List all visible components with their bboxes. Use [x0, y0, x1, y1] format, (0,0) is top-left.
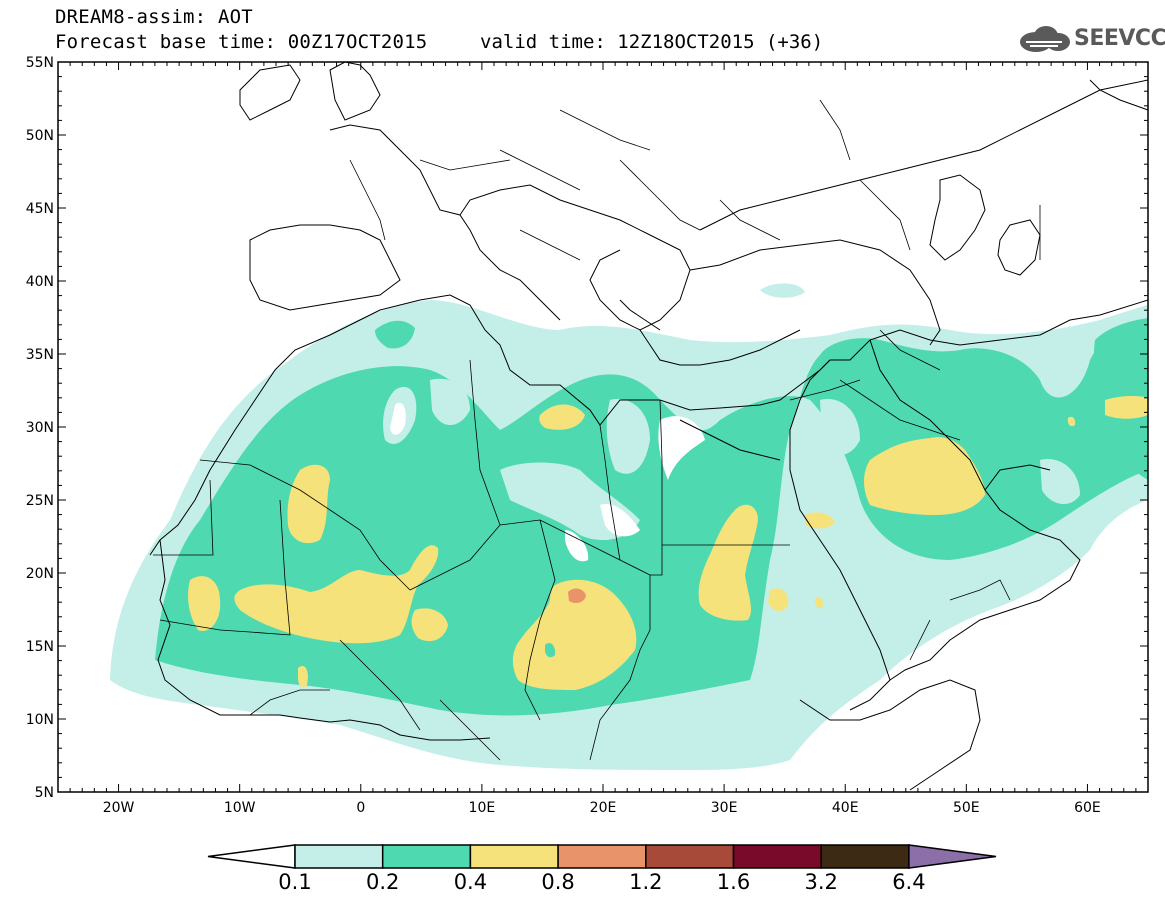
lon-tick-label: 10W — [224, 800, 256, 816]
aot-field — [110, 283, 1148, 770]
logo-text: SEEVCCC — [1074, 26, 1165, 51]
aot-clear-areas — [390, 402, 705, 562]
colorbar-label: 0.8 — [541, 870, 575, 894]
lat-tick-label: 25N — [26, 493, 54, 509]
lon-tick-label: 30E — [711, 800, 738, 816]
lat-tick-label: 20N — [26, 566, 54, 582]
aot-band-0.4-0.8 — [188, 395, 1148, 690]
colorbar-swatch — [645, 844, 735, 869]
colorbar-swatch — [469, 844, 559, 869]
lon-tick-label: 10E — [469, 800, 496, 816]
lat-tick-label: 55N — [26, 55, 54, 71]
lon-tick-label: 20E — [590, 800, 617, 816]
colorbar-arrow-low — [207, 844, 296, 869]
colorbar-swatch — [294, 844, 384, 869]
title-line-2: Forecast base time: 00Z17OCT2015 — [55, 31, 428, 53]
lon-labels: 20W 10W 0 10E 20E 30E 40E 50E 60E — [103, 800, 1101, 816]
lon-tick-label: 40E — [832, 800, 859, 816]
colorbar-label: 0.4 — [453, 870, 488, 894]
colorbar-label: 6.4 — [892, 870, 926, 894]
colorbar-label: 0.2 — [365, 870, 400, 894]
lat-tick-label: 15N — [26, 639, 54, 655]
lat-tick-label: 40N — [26, 274, 54, 290]
colorbar-swatch — [381, 844, 472, 869]
coastlines — [149, 62, 1148, 791]
colorbar-label: 1.6 — [716, 870, 751, 894]
lat-tick-label: 5N — [35, 785, 54, 801]
colorbar-arrow-high — [908, 844, 997, 869]
colorbar-swatch — [557, 844, 647, 869]
lon-tick-label: 0 — [356, 800, 365, 816]
aot-band-0.8-1.2 — [568, 588, 586, 604]
lat-tick-label: 10N — [26, 712, 54, 728]
lon-tick-label: 50E — [953, 800, 980, 816]
lat-tick-label: 50N — [26, 128, 54, 144]
valid-time-label: valid time: 12Z18OCT2015 (+36) — [480, 31, 824, 53]
title-line-1: DREAM8-assim: AOT — [55, 6, 253, 28]
colorbar-label: 3.2 — [804, 870, 838, 894]
colorbar — [207, 844, 997, 869]
lat-tick-label: 30N — [26, 420, 54, 436]
axis-ticks — [57, 61, 1149, 793]
lon-tick-label: 20W — [103, 800, 135, 816]
lon-tick-label: 60E — [1074, 800, 1101, 816]
borders — [153, 99, 1041, 761]
colorbar-label: 1.2 — [629, 870, 663, 894]
lat-labels: 55N 50N 45N 40N 35N 30N 25N 20N 15N 10N 5N — [26, 55, 54, 801]
cloud-logo-icon — [1020, 26, 1070, 52]
lat-tick-label: 35N — [26, 347, 54, 363]
lat-tick-label: 45N — [26, 201, 54, 217]
colorbar-label: 0.1 — [278, 870, 312, 894]
colorbar-swatch — [732, 844, 822, 869]
colorbar-swatch — [820, 844, 910, 869]
